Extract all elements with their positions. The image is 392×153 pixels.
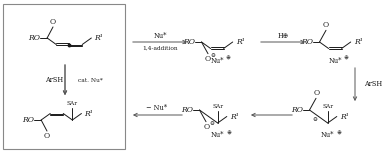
Text: O: O [323,21,329,29]
Text: Nu*: Nu* [153,32,167,40]
Text: Nu*: Nu* [328,56,342,65]
Text: R¹: R¹ [340,112,348,121]
Text: R¹: R¹ [94,34,103,42]
Text: ⊕: ⊕ [226,55,230,60]
Text: 1,4-addition: 1,4-addition [142,45,178,50]
Text: O: O [50,18,56,26]
Text: ArSH: ArSH [45,76,63,84]
Text: R¹: R¹ [230,112,239,121]
Text: ⊕: ⊕ [344,55,348,60]
Text: ⊖: ⊖ [312,117,317,122]
Text: ⊕: ⊕ [226,129,231,134]
Text: Nu*: Nu* [211,131,225,139]
Text: SAr: SAr [322,104,333,109]
Text: R¹: R¹ [236,38,245,46]
Text: H⊕: H⊕ [278,32,289,40]
Text: cat. Nu*: cat. Nu* [78,78,103,82]
Text: RO: RO [181,106,193,114]
Text: RO: RO [301,38,313,46]
Bar [3,4,125,149]
Text: RO: RO [291,106,303,114]
Text: RO: RO [28,34,40,42]
Text: R¹: R¹ [354,38,363,46]
Text: ⊖: ⊖ [211,53,216,58]
Text: O: O [314,89,320,97]
Text: O: O [205,55,211,63]
Text: − Nu*: − Nu* [147,104,167,112]
Text: O: O [44,132,50,140]
Text: Nu*: Nu* [211,56,224,65]
Text: ⊕: ⊕ [336,129,341,134]
Text: O: O [204,123,210,131]
Text: RO: RO [183,38,195,46]
Text: ⊖: ⊖ [210,121,214,126]
Text: ArSH: ArSH [364,80,382,88]
Text: Nu*: Nu* [321,131,334,139]
Text: R¹: R¹ [84,110,93,118]
Text: SAr: SAr [212,104,223,109]
Text: SAr: SAr [67,101,78,106]
Text: RO: RO [22,116,34,124]
